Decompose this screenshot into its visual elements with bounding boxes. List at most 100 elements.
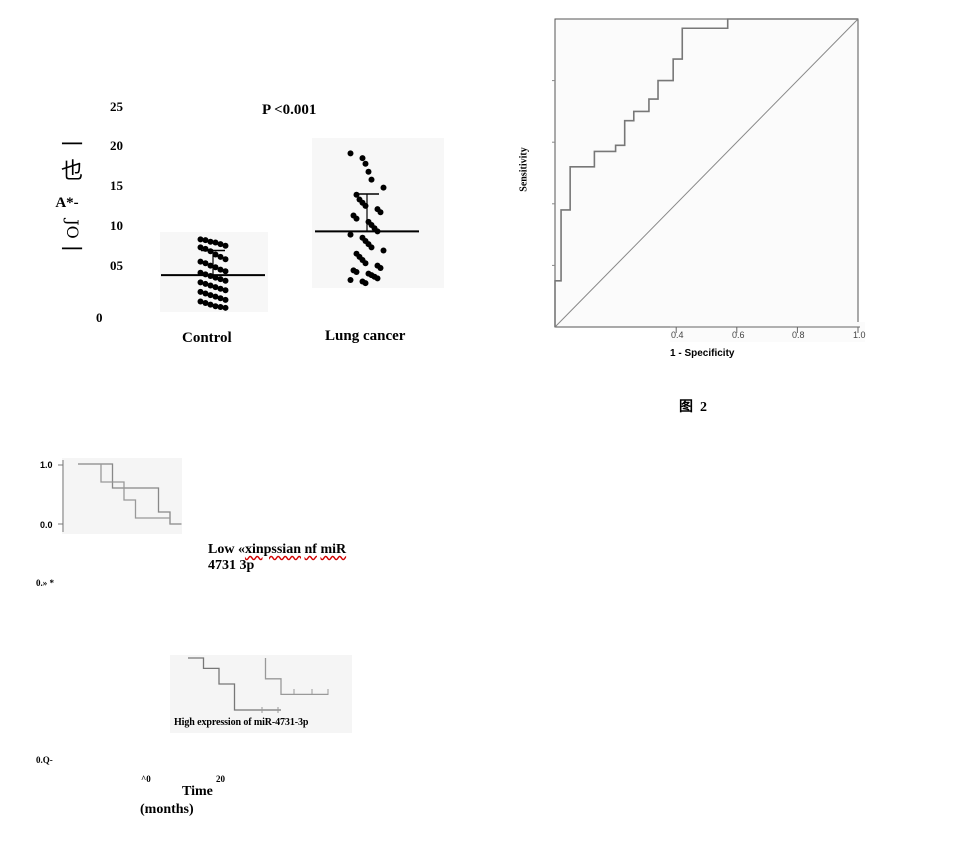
survival-curves (58, 458, 352, 733)
data-point (377, 265, 384, 272)
y-tick-0: 0 (96, 310, 103, 325)
y-tick-05: 05 (110, 258, 123, 273)
data-point (222, 268, 229, 275)
y-tick-15: 15 (110, 178, 123, 193)
data-point (197, 258, 204, 265)
roc-xaxis-strip (670, 322, 865, 342)
km-top-curve-2 (78, 463, 171, 524)
km-xlabel-months: (months) (140, 802, 194, 817)
data-point (202, 300, 209, 307)
data-point (202, 290, 209, 297)
data-point (207, 301, 214, 308)
scatter-panel: P <0.001 一 也 A*- JO 一 25 20 15 10 05 0 C… (0, 0, 480, 400)
x-tick-b: 20 (216, 774, 225, 784)
roc-xtick-0-6: 0.6 (732, 330, 745, 340)
y-tick-10: 10 (110, 218, 123, 233)
x-tick-a: ^0 (141, 774, 151, 784)
y-label-glyph-5: 一 (60, 238, 83, 263)
km-top-ytick-0: 0.0 (40, 520, 53, 530)
data-point (222, 287, 229, 294)
low-label-part1: Low « (208, 542, 245, 557)
roc-xlabel: 1 - Specificity (670, 348, 735, 359)
y-label-glyph-3: A*- (55, 195, 79, 211)
p-value-label: P <0.001 (262, 102, 317, 118)
y-label-glyph-2: 也 (60, 159, 83, 184)
data-point (207, 238, 214, 245)
data-point (365, 168, 372, 175)
data-point (217, 285, 224, 292)
data-point (207, 292, 214, 299)
y-label-glyph-1: 一 (60, 133, 83, 158)
data-point (212, 264, 219, 271)
data-point (217, 266, 224, 273)
scatter-plot (160, 138, 444, 312)
data-point (368, 176, 375, 183)
category-control: Control (182, 330, 232, 346)
data-point (217, 304, 224, 311)
data-point (197, 288, 204, 295)
data-point (212, 293, 219, 300)
data-point (217, 276, 224, 283)
left-tick-a: 0.» * (36, 578, 54, 588)
data-point (377, 209, 384, 216)
data-point (202, 280, 209, 287)
data-point (202, 237, 209, 244)
data-point (207, 262, 214, 269)
low-label-word3: miR (320, 542, 347, 557)
low-label-line2: 4731 3p (208, 558, 255, 573)
km-xlabel-time: Time (182, 784, 213, 799)
data-point (347, 276, 354, 283)
data-point (217, 253, 224, 260)
data-point (217, 295, 224, 302)
roc-xtick-0-4: 0.4 (671, 330, 684, 340)
data-point (353, 215, 360, 222)
y-tick-20: 20 (110, 138, 123, 153)
data-point (362, 280, 369, 287)
data-point (217, 241, 224, 248)
data-point (362, 160, 369, 167)
data-point (197, 244, 204, 251)
data-point (202, 260, 209, 267)
data-point (353, 268, 360, 275)
data-point (197, 279, 204, 286)
category-lung-cancer: Lung cancer (325, 328, 406, 344)
low-label-word1: xinpssian (244, 542, 301, 557)
roc-curve-plot (552, 18, 865, 342)
data-point (368, 244, 375, 251)
data-point (347, 231, 354, 238)
data-point (212, 239, 219, 246)
km-top-ytick-1: 1.0 (40, 460, 53, 470)
km-bottom-curve-2 (264, 658, 328, 696)
reference-line (554, 18, 859, 328)
high-expression-label: High expression of miR-4731-3p (174, 717, 309, 728)
roc-xtick-1-0: 1.0 (853, 330, 866, 340)
roc-xtick-0-8: 0.8 (792, 330, 805, 340)
km-top-frame (62, 458, 182, 534)
roc-curve (554, 18, 858, 327)
data-point (362, 260, 369, 267)
roc-ylabel: Sensitivity (518, 147, 530, 192)
low-expression-label: Low «xinpssian nf miR 4731 3p (208, 542, 346, 574)
y-axis-label: 一 也 A*- JO 一 (52, 135, 92, 262)
data-point (380, 247, 387, 254)
y-tick-25: 25 (110, 99, 123, 114)
data-point (212, 303, 219, 310)
left-tick-b: 0.Q- (36, 755, 53, 765)
low-label-word2: nf (304, 542, 317, 557)
data-point (212, 284, 219, 291)
data-point (347, 150, 354, 157)
data-point (197, 298, 204, 305)
data-point (207, 282, 214, 289)
data-point (222, 256, 229, 263)
data-point (380, 184, 387, 191)
data-point (197, 236, 204, 243)
data-point (222, 277, 229, 284)
data-point (212, 251, 219, 258)
km-bottom-curve-1 (188, 657, 281, 711)
figure-label: 图 2 (679, 400, 707, 415)
data-point (359, 155, 366, 162)
data-point (222, 304, 229, 311)
data-point (374, 275, 381, 282)
data-point (222, 242, 229, 249)
data-point (222, 296, 229, 303)
